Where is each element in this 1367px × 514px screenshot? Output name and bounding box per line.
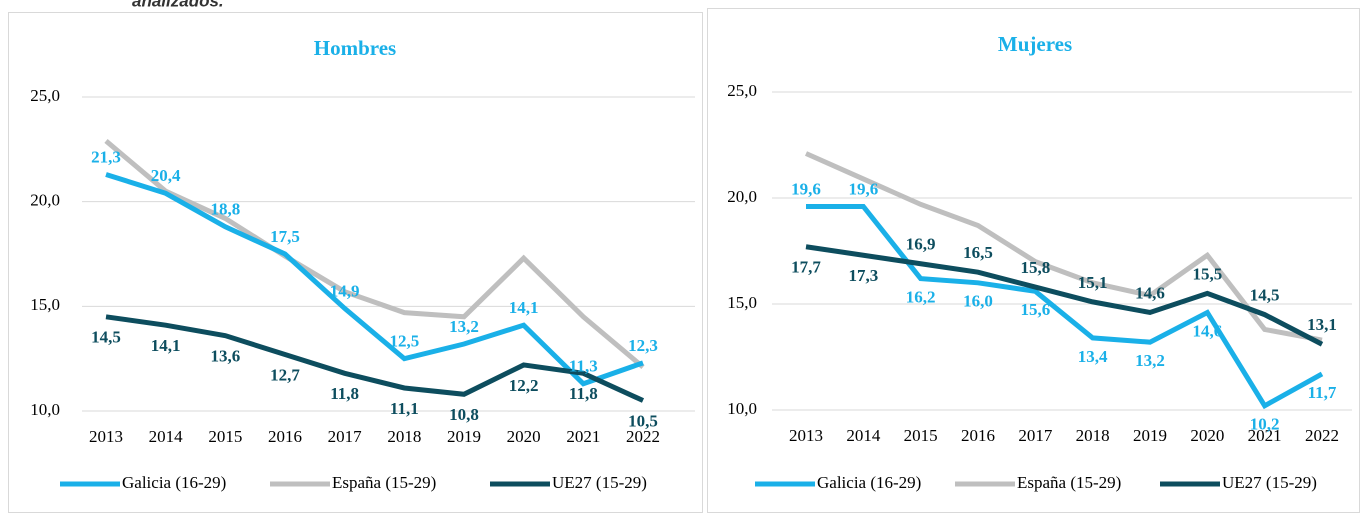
legend-label: UE27 (15-29) [1222, 473, 1317, 492]
x-tick-label: 2013 [89, 427, 123, 446]
line [104, 139, 645, 369]
data-label: 10,2 [1250, 415, 1280, 434]
chart-title: Hombres [314, 36, 396, 60]
legend-label: España (15-29) [332, 473, 436, 492]
data-label: 18,8 [210, 200, 240, 219]
legend-label: UE27 (15-29) [552, 473, 647, 492]
data-label: 13,4 [1078, 347, 1108, 366]
x-tick-label: 2016 [268, 427, 302, 446]
x-tick-label: 2016 [961, 426, 995, 445]
x-tick-label: 2021 [1248, 426, 1282, 445]
panel-frame [8, 12, 703, 513]
data-label: 16,2 [906, 287, 936, 306]
line [105, 314, 645, 403]
data-label: 15,6 [1020, 300, 1050, 319]
data-label: 15,1 [1078, 273, 1108, 292]
data-label: 13,2 [1135, 351, 1165, 370]
x-tick-label: 2018 [1076, 426, 1110, 445]
line [804, 151, 1323, 343]
y-tick-label: 20,0 [727, 187, 757, 206]
x-tick-label: 2022 [626, 427, 660, 446]
y-tick-label: 10,0 [727, 399, 757, 418]
data-label: 17,5 [270, 227, 300, 246]
data-label: 17,7 [791, 258, 821, 277]
data-label: 16,0 [963, 292, 993, 311]
x-tick-label: 2020 [1190, 426, 1224, 445]
y-tick-label: 20,0 [30, 191, 60, 210]
y-tick-label: 10,0 [30, 400, 60, 419]
x-tick-label: 2017 [1018, 426, 1053, 445]
chart-title: Mujeres [998, 32, 1072, 56]
data-label: 14,5 [91, 328, 121, 347]
x-tick-label: 2015 [904, 426, 938, 445]
legend-label: Galicia (16-29) [122, 473, 226, 492]
line [805, 244, 1324, 347]
x-tick-label: 2022 [1305, 426, 1339, 445]
data-label: 11,7 [1308, 383, 1337, 402]
data-label: 12,2 [509, 376, 539, 395]
data-label: 12,5 [389, 332, 419, 351]
x-tick-label: 2014 [149, 427, 184, 446]
y-tick-label: 25,0 [727, 81, 757, 100]
data-label: 11,8 [569, 384, 598, 403]
x-tick-label: 2021 [566, 427, 600, 446]
line [105, 172, 644, 387]
data-label: 14,6 [1192, 321, 1222, 340]
legend-label: España (15-29) [1017, 473, 1121, 492]
legend-label: Galicia (16-29) [817, 473, 921, 492]
panel-frame [707, 8, 1360, 513]
data-label: 14,6 [1135, 283, 1165, 302]
data-label: 15,5 [1192, 264, 1222, 283]
data-label: 14,5 [1250, 286, 1280, 305]
y-tick-label: 15,0 [30, 295, 60, 314]
data-label: 16,9 [906, 235, 936, 254]
y-tick-label: 15,0 [727, 293, 757, 312]
data-label: 15,8 [1020, 258, 1050, 277]
data-label: 13,1 [1307, 315, 1337, 334]
data-label: 19,6 [848, 179, 878, 198]
x-tick-label: 2019 [447, 427, 481, 446]
x-tick-label: 2018 [387, 427, 421, 446]
data-label: 14,9 [330, 281, 360, 300]
data-label: 14,1 [509, 298, 539, 317]
data-label: 20,4 [151, 166, 181, 185]
x-tick-label: 2014 [846, 426, 881, 445]
data-label: 16,5 [963, 243, 993, 262]
data-label: 11,8 [330, 384, 359, 403]
data-label: 10,8 [449, 405, 479, 424]
data-label: 17,3 [848, 266, 878, 285]
data-label: 12,3 [628, 336, 658, 355]
data-label: 13,6 [210, 347, 240, 366]
data-label: 14,1 [151, 336, 181, 355]
data-label: 12,7 [270, 365, 300, 384]
x-tick-label: 2013 [789, 426, 823, 445]
data-label: 19,6 [791, 179, 821, 198]
data-label: 11,3 [569, 357, 598, 376]
x-tick-label: 2017 [328, 427, 363, 446]
x-tick-label: 2019 [1133, 426, 1167, 445]
data-label: 21,3 [91, 147, 121, 166]
line [806, 203, 1324, 410]
data-label: 11,1 [390, 399, 419, 418]
data-label: 13,2 [449, 317, 479, 336]
data-label: 10,5 [628, 411, 658, 430]
caption: analizados. [132, 0, 224, 10]
x-tick-label: 2020 [507, 427, 541, 446]
y-tick-label: 25,0 [30, 86, 60, 105]
x-tick-label: 2015 [208, 427, 242, 446]
